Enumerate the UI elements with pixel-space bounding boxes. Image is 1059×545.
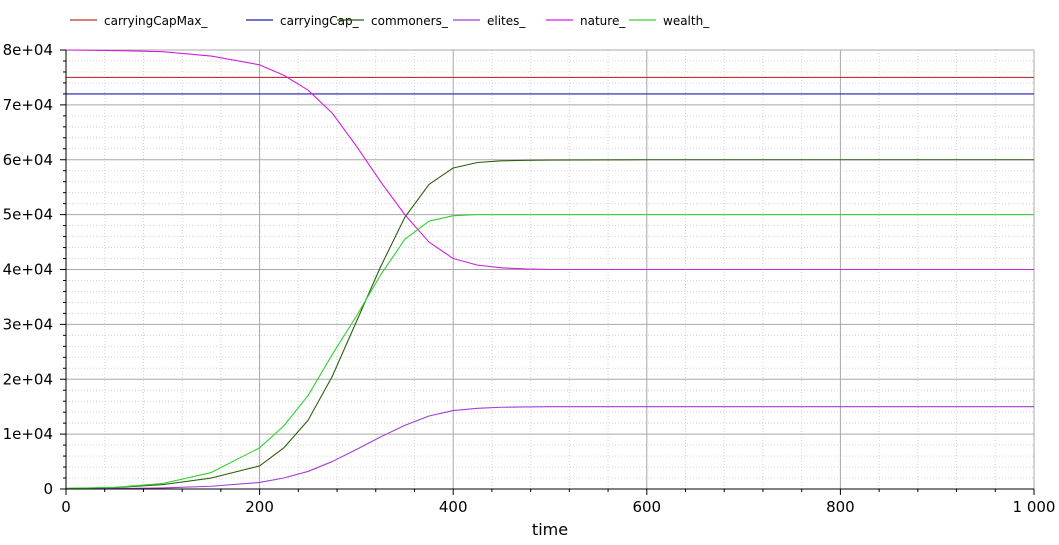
- x-tick-label: 400: [439, 498, 468, 516]
- legend: carryingCapMax_ carryingCap_ commoners_ eli…: [70, 14, 710, 28]
- axes-layer: 0 1e+04 2e+04 3e+04 4e+04 5e+04 6e+04 7e+04 8e+0…: [3, 41, 1056, 516]
- x-tick-label: 600: [632, 498, 661, 516]
- series-line-wealth: [65, 214, 1034, 489]
- x-tick-label: 800: [826, 498, 855, 516]
- series-line-elites: [65, 406, 1034, 490]
- y-tick-label: 6e+04: [3, 151, 53, 169]
- legend-label-commoners: commoners_: [371, 14, 449, 28]
- y-tick-label: 1e+04: [3, 425, 53, 443]
- series-layer: [65, 49, 1034, 490]
- y-tick-label: 5e+04: [3, 206, 53, 224]
- x-tick-label: 200: [245, 498, 274, 516]
- y-tick-label: 0: [43, 480, 53, 498]
- x-axis-title: time: [532, 520, 568, 539]
- x-tick-label: 1 000: [1013, 498, 1056, 516]
- legend-label-wealth: wealth_: [663, 14, 710, 28]
- y-tick-label: 8e+04: [3, 41, 53, 59]
- legend-label-nature: nature_: [580, 14, 626, 28]
- legend-label-carryingCap: carryingCap_: [280, 14, 360, 28]
- legend-label-carryingCapMax: carryingCapMax_: [104, 14, 208, 28]
- y-tick-label: 7e+04: [3, 96, 53, 114]
- legend-label-elites: elites_: [487, 14, 526, 28]
- y-tick-label: 2e+04: [3, 370, 53, 388]
- series-line-nature: [65, 49, 1034, 271]
- y-tick-label: 4e+04: [3, 261, 53, 279]
- x-tick-label: 0: [61, 498, 71, 516]
- series-line-commoners: [65, 159, 1034, 489]
- y-tick-label: 3e+04: [3, 315, 53, 333]
